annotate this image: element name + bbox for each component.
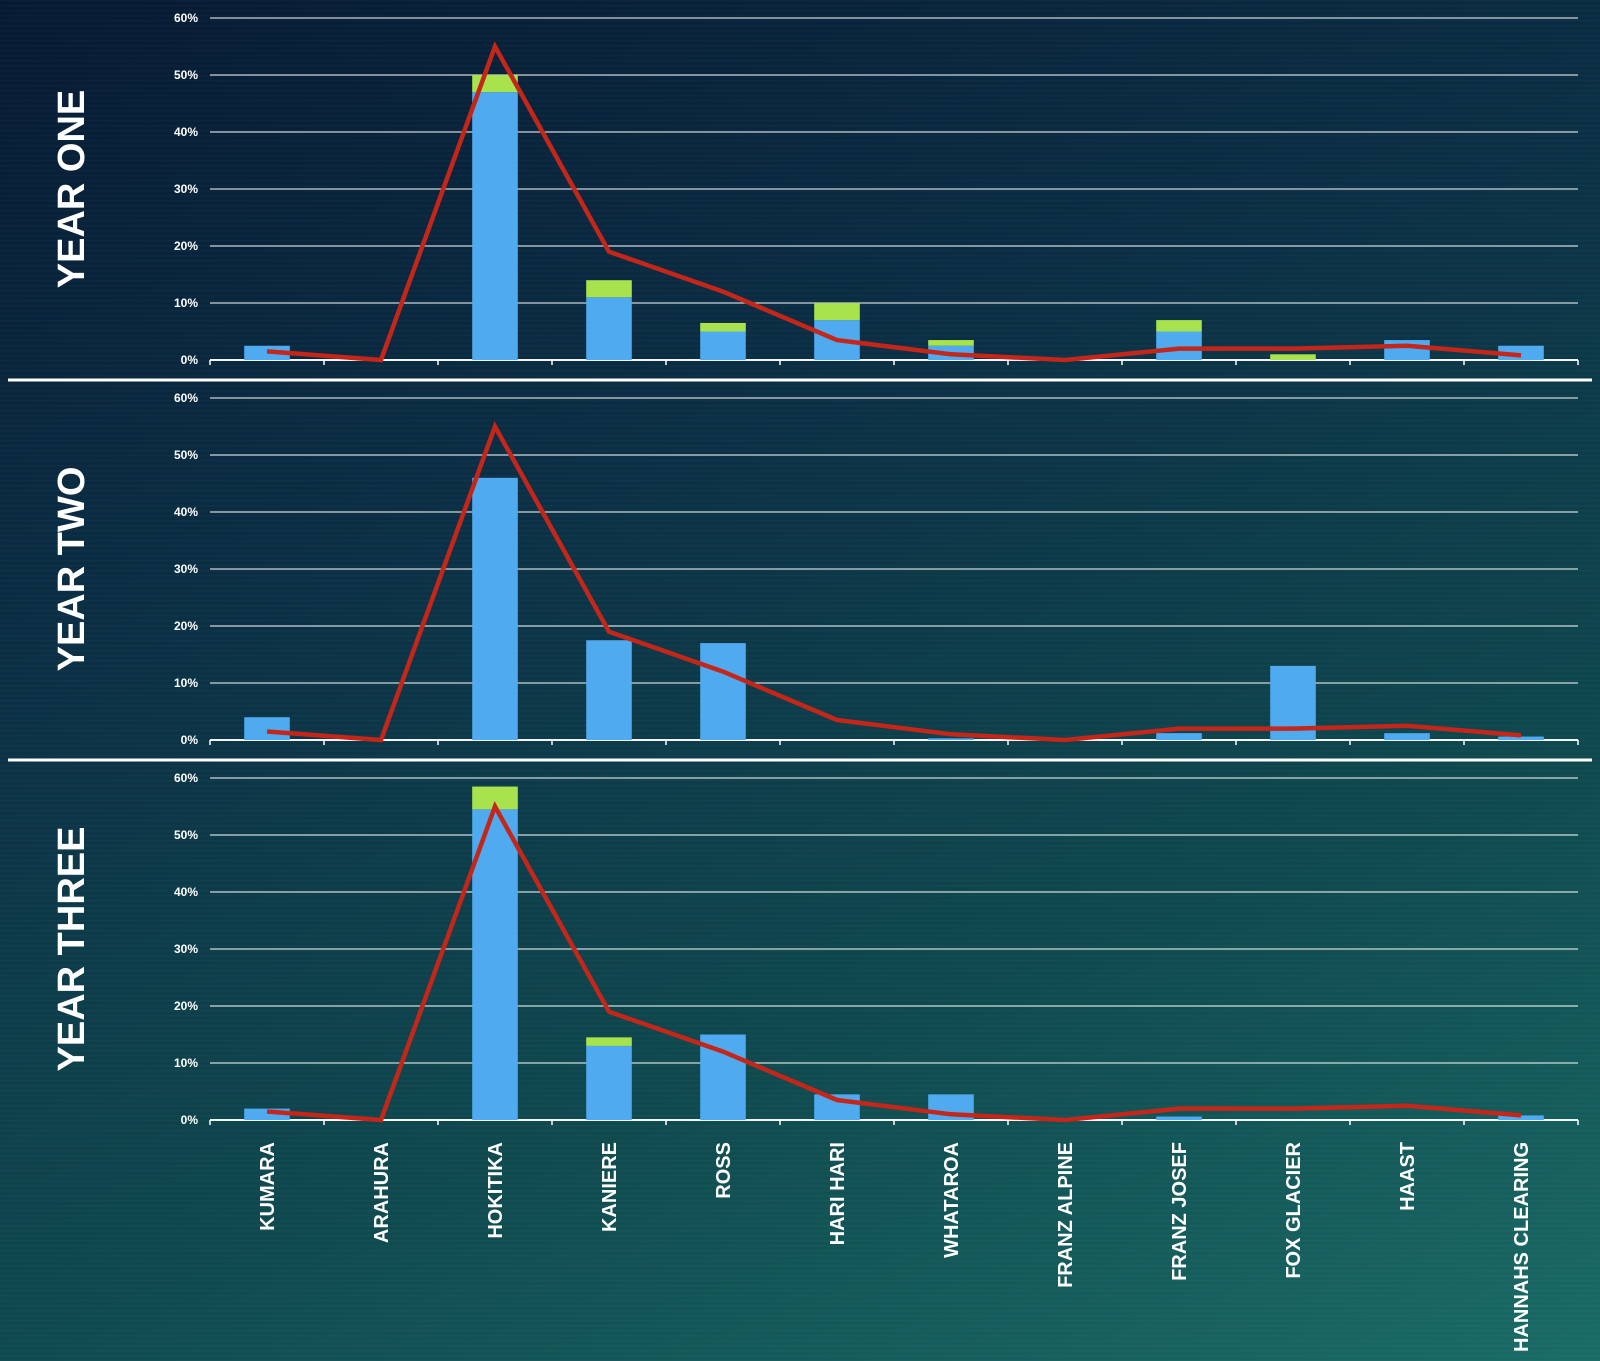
panel-1: 0% 10% 20% 30% 40% 50% 60% YEAR ONE <box>51 11 1579 367</box>
bar-franz-josef-series-1 <box>1156 733 1202 740</box>
bar-kaniere-series-2 <box>586 280 632 298</box>
bar-kumara-series-1 <box>244 717 290 740</box>
panel-label: YEAR THREE <box>51 827 93 1072</box>
bar-kaniere-series-1 <box>586 640 632 740</box>
bar-hokitika-series-1 <box>472 477 518 740</box>
y-tick-label: 40% <box>174 125 198 139</box>
y-tick-label: 20% <box>174 999 198 1013</box>
y-tick-label: 50% <box>174 828 198 842</box>
category-label: KANIERE <box>599 1142 621 1232</box>
y-tick-label: 60% <box>174 11 198 25</box>
y-tick-label: 50% <box>174 448 198 462</box>
y-tick-label: 0% <box>181 733 199 747</box>
bar-franz-josef-series-1 <box>1156 1116 1202 1120</box>
bar-kaniere-series-1 <box>586 1045 632 1120</box>
category-label: HAAST <box>1397 1142 1419 1211</box>
bar-hokitika-series-1 <box>472 92 518 360</box>
category-label: ROSS <box>713 1142 735 1199</box>
y-tick-label: 10% <box>174 1056 198 1070</box>
y-tick-label: 30% <box>174 942 198 956</box>
y-tick-label: 40% <box>174 505 198 519</box>
bar-whataroa-series-2 <box>928 340 974 346</box>
bar-haast-series-1 <box>1384 733 1430 740</box>
bar-kaniere-series-2 <box>586 1037 632 1046</box>
bar-hannahs-clearing-series-1 <box>1498 1115 1544 1120</box>
y-tick-label: 50% <box>174 68 198 82</box>
panel-2: 0% 10% 20% 30% 40% 50% 60% YEAR TWO <box>51 391 1579 747</box>
panel-label: YEAR TWO <box>51 467 93 672</box>
bar-hannahs-clearing-series-1 <box>1498 736 1544 740</box>
category-label: HARI HARI <box>827 1142 849 1245</box>
category-label: HANNAHS CLEARING <box>1511 1142 1533 1352</box>
bar-franz-josef-series-1 <box>1156 331 1202 360</box>
trend-line <box>266 801 1522 1123</box>
y-tick-label: 20% <box>174 619 198 633</box>
category-label: FOX GLACIER <box>1283 1141 1305 1278</box>
y-tick-label: 60% <box>174 391 198 405</box>
category-label: FRANZ ALPINE <box>1055 1142 1077 1288</box>
bar-hokitika-series-1 <box>472 809 518 1120</box>
y-tick-label: 0% <box>181 353 199 367</box>
bar-franz-josef-series-2 <box>1156 320 1202 332</box>
category-label: ARAHURA <box>371 1142 393 1243</box>
y-tick-label: 10% <box>174 676 198 690</box>
bar-whataroa-series-1 <box>928 738 974 740</box>
y-tick-label: 40% <box>174 885 198 899</box>
bar-ross-series-1 <box>700 1034 746 1120</box>
y-tick-label: 30% <box>174 182 198 196</box>
panel-3: 0% 10% 20% 30% 40% 50% 60% YEAR THREE <box>51 771 1579 1127</box>
trend-line <box>266 421 1522 743</box>
y-tick-label: 20% <box>174 239 198 253</box>
y-tick-label: 10% <box>174 296 198 310</box>
category-label: HOKITIKA <box>485 1142 507 1239</box>
category-label: FRANZ JOSEF <box>1169 1142 1191 1281</box>
bar-haast-series-1 <box>1384 340 1430 360</box>
bar-hari-hari-series-2 <box>814 303 860 321</box>
bar-kaniere-series-1 <box>586 297 632 360</box>
category-label: WHATAROA <box>941 1142 963 1258</box>
y-tick-label: 30% <box>174 562 198 576</box>
panel-label: YEAR ONE <box>51 90 93 288</box>
bar-ross-series-2 <box>700 322 746 332</box>
y-tick-label: 0% <box>181 1113 199 1127</box>
chart-panels: 0% 10% 20% 30% 40% 50% 60% YEAR ONE 0% 10% 20% 30% 4… <box>8 11 1592 1127</box>
category-axis-labels: KUMARA ARAHURA HOKITIKA KANIERE ROSS HARI HAR… <box>257 1141 1533 1352</box>
bar-hokitika-series-2 <box>472 786 518 810</box>
bar-kumara-series-1 <box>244 1108 290 1120</box>
bar-ross-series-1 <box>700 643 746 740</box>
bar-ross-series-1 <box>700 331 746 360</box>
y-tick-label: 60% <box>174 771 198 785</box>
trend-line <box>266 41 1522 363</box>
category-label: KUMARA <box>257 1142 279 1231</box>
bar-fox-glacier-series-2 <box>1270 354 1316 360</box>
